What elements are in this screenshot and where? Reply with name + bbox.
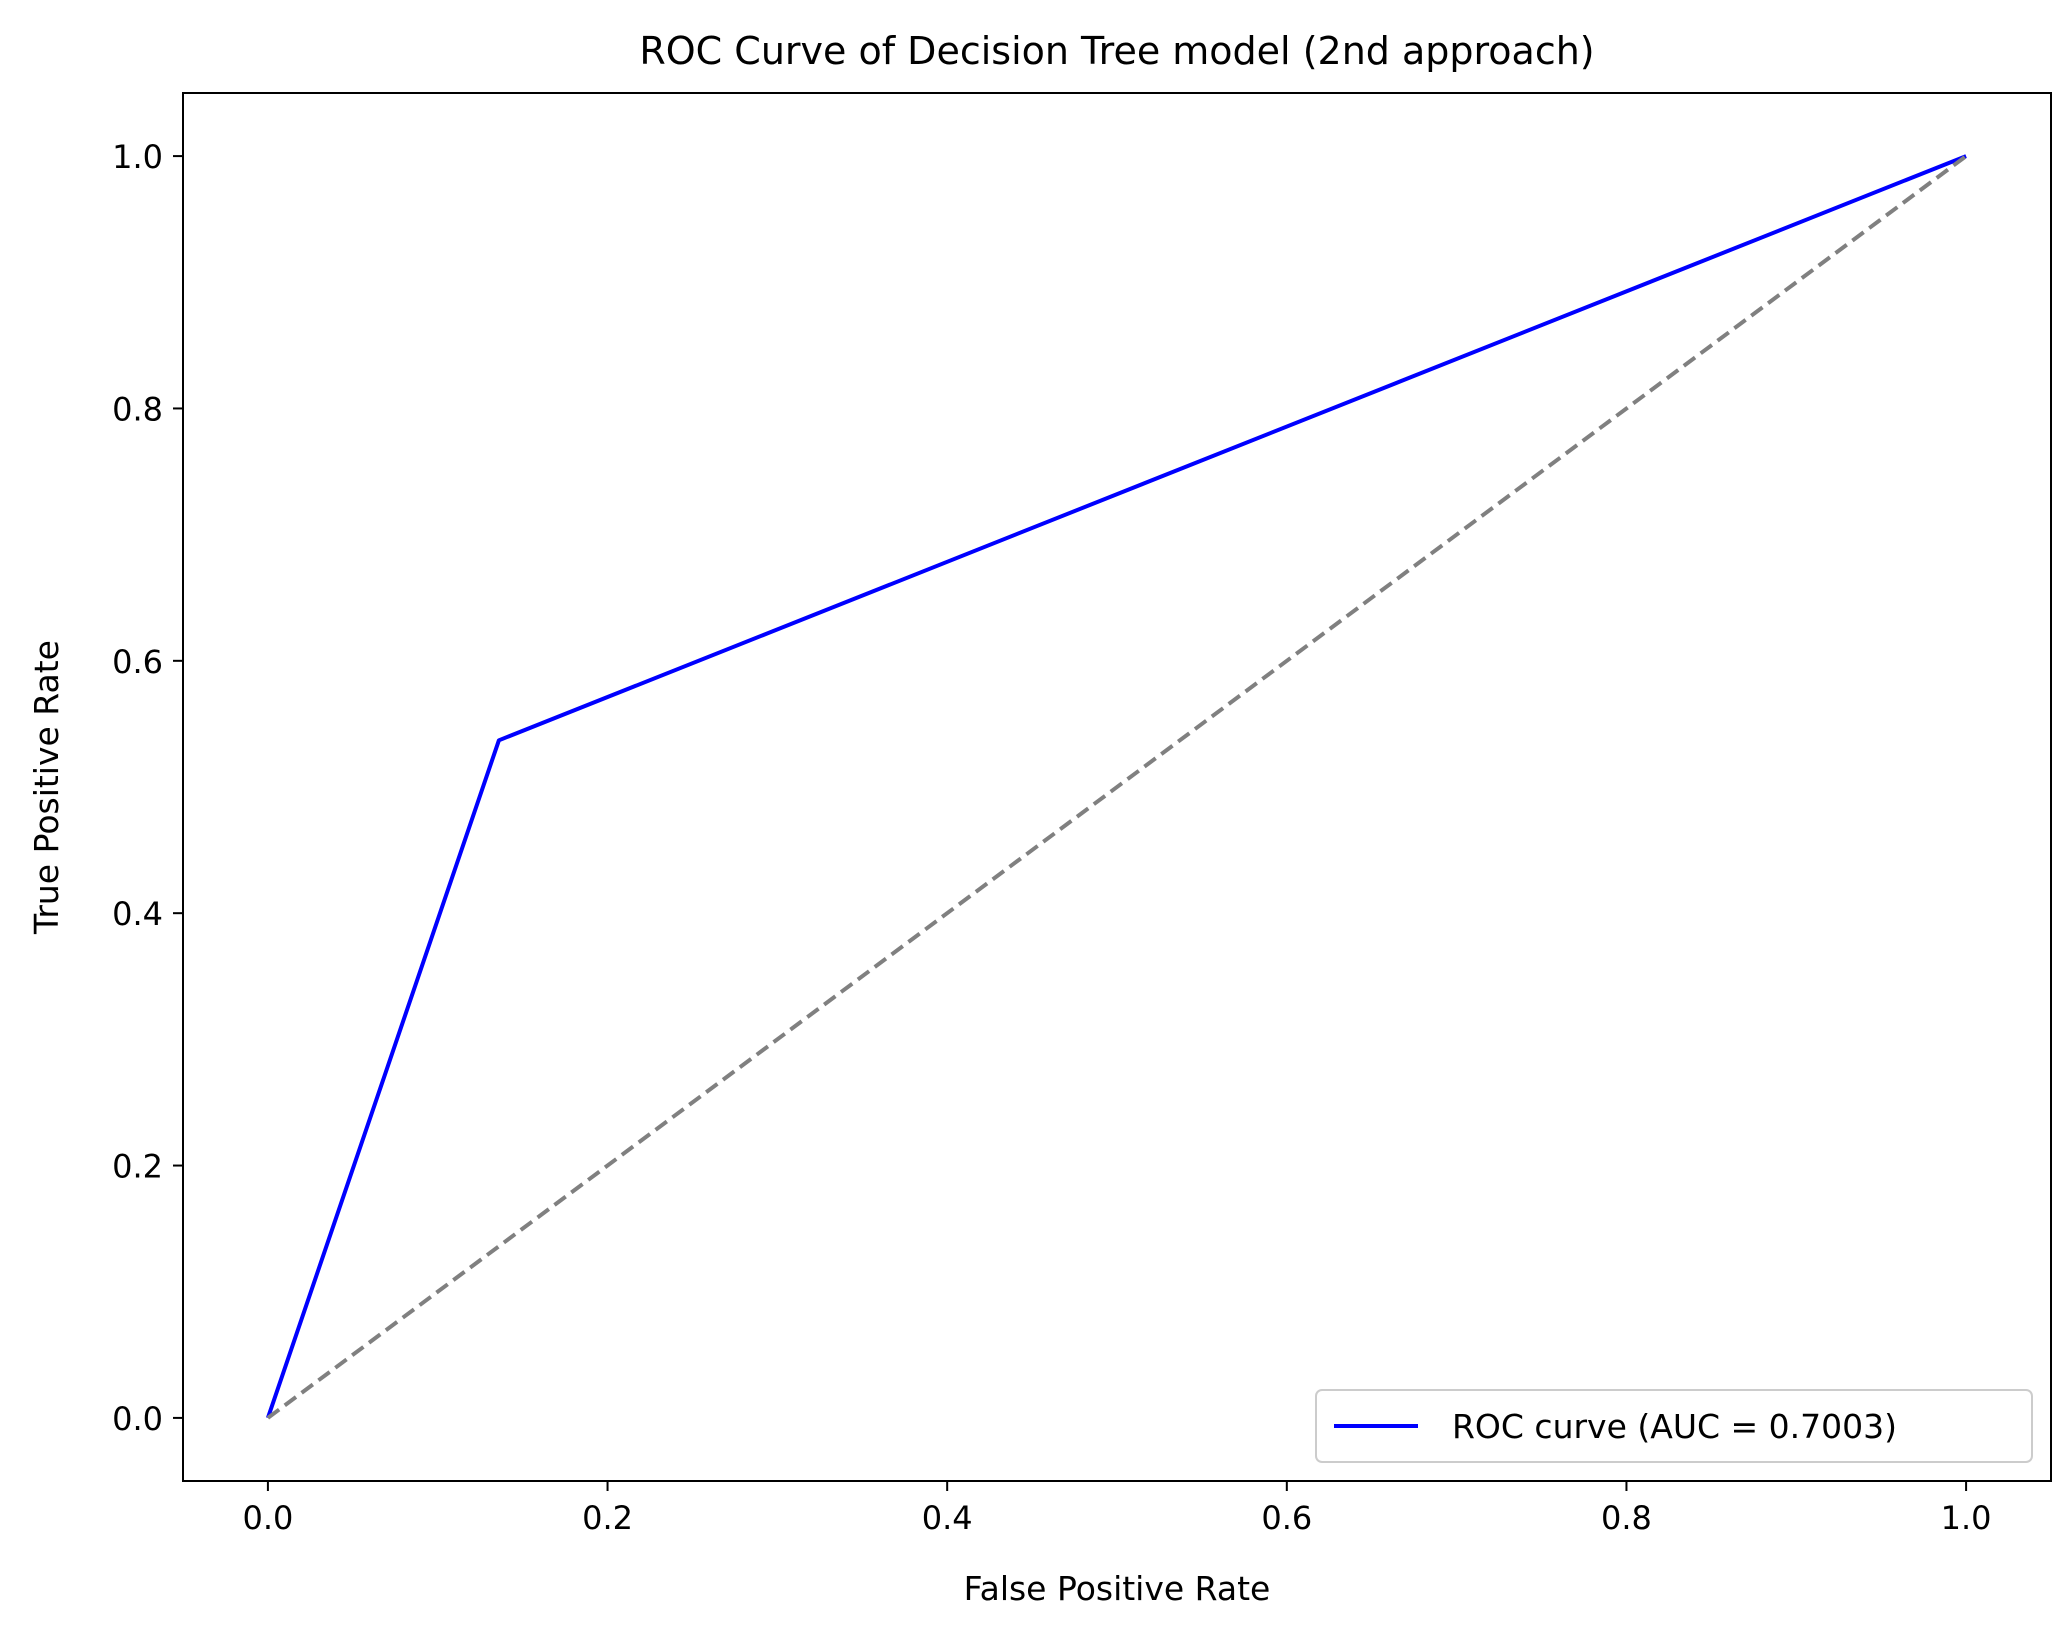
y-tick-label: 0.6 <box>112 643 163 681</box>
legend-label-roc-curve: ROC curve (AUC = 0.7003) <box>1452 1407 1897 1446</box>
y-tick-label: 0.2 <box>112 1148 163 1186</box>
y-axis-label: True Positive Rate <box>27 640 66 935</box>
x-tick-label: 1.0 <box>1941 1499 1992 1537</box>
x-tick-label: 0.4 <box>922 1499 973 1537</box>
x-tick-label: 0.0 <box>242 1499 293 1537</box>
chart-title: ROC Curve of Decision Tree model (2nd ap… <box>639 29 1594 73</box>
plot-area <box>266 154 1968 1420</box>
x-tick-label: 0.8 <box>1601 1499 1652 1537</box>
x-tick-label: 0.6 <box>1261 1499 1312 1537</box>
axes-frame <box>182 92 2052 1482</box>
x-axis-ticks: 0.0 0.2 0.4 0.6 0.8 1.0 <box>242 1481 1992 1537</box>
series-line-roc-curve <box>266 154 1967 1419</box>
y-tick-label: 0.8 <box>112 390 163 428</box>
x-tick-label: 0.2 <box>582 1499 633 1537</box>
y-tick-label: 1.0 <box>112 138 163 176</box>
y-axis-ticks: 0.0 0.2 0.4 0.6 0.8 1.0 <box>112 138 183 1438</box>
legend: ROC curve (AUC = 0.7003) <box>1315 1389 2033 1463</box>
x-axis-label: False Positive Rate <box>964 1569 1271 1608</box>
y-tick-label: 0.0 <box>112 1400 163 1438</box>
y-tick-label: 0.4 <box>112 895 163 933</box>
series-line-diagonal-reference <box>266 154 1968 1420</box>
legend-box <box>1315 1389 2033 1463</box>
